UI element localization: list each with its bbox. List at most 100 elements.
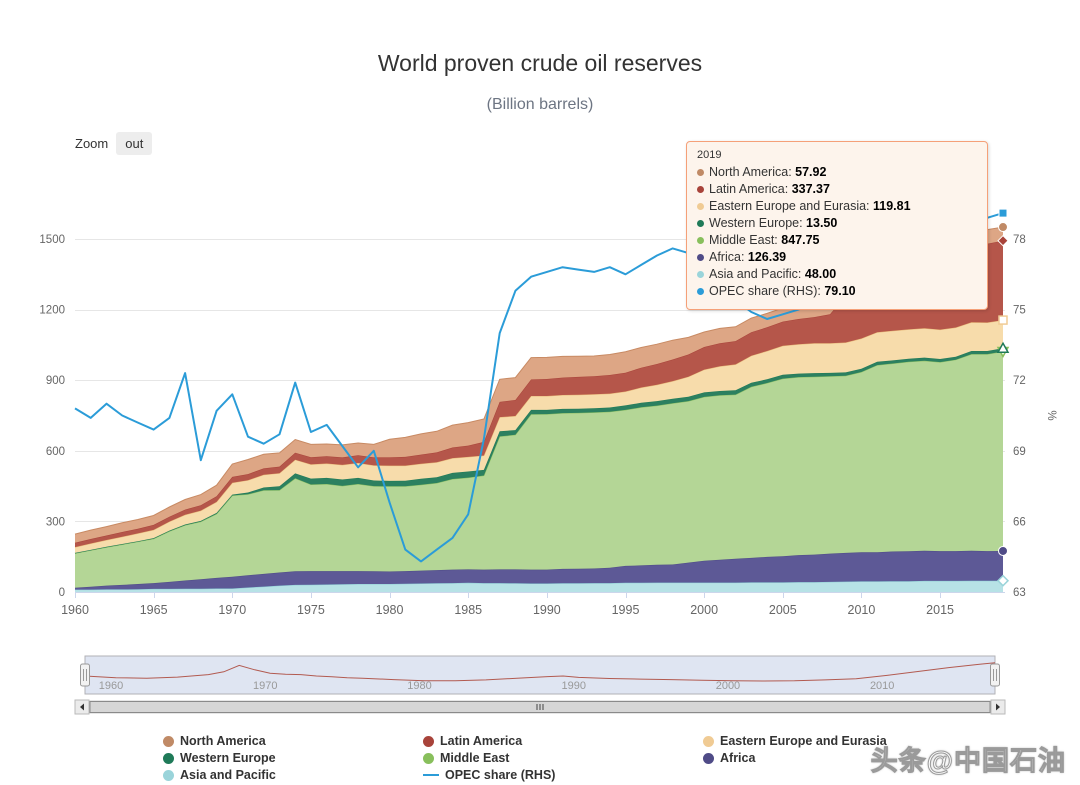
- area-latin-america[interactable]: [75, 240, 1003, 548]
- chart-subtitle: (Billion barrels): [486, 96, 594, 113]
- x-axis-label: 1960: [61, 603, 89, 617]
- tooltip-year: 2019: [697, 149, 722, 161]
- y-axis-label-left: 300: [46, 516, 65, 528]
- x-axis-label: 2005: [769, 603, 797, 617]
- legend-label: Middle East: [440, 751, 510, 765]
- area-asia-and-pacific[interactable]: [75, 580, 1003, 592]
- navigator-handle-left[interactable]: [80, 663, 90, 687]
- handle-body[interactable]: [80, 663, 90, 687]
- legend-label: Western Europe: [180, 751, 276, 765]
- marker-circle-north-america: [998, 222, 1008, 233]
- series-bullet-icon: [697, 220, 704, 227]
- series-bullet-icon: [697, 254, 704, 261]
- scrollbar-arrow-right-icon: [996, 703, 1000, 711]
- marker-diamond-latin-america: [997, 234, 1009, 247]
- chart-title: World proven crude oil reserves: [377, 50, 703, 76]
- tooltip-row-opec-share-rhs-: OPEC share (RHS): 79.10: [697, 283, 977, 300]
- series-bullet-icon: [697, 186, 704, 193]
- x-axis-label: 1990: [533, 603, 561, 617]
- navigator-handle-right[interactable]: [990, 663, 1000, 687]
- scrollbar-arrow-left-icon: [80, 703, 84, 711]
- series-bullet-icon: [697, 271, 704, 278]
- legend-item-eastern-europe-and-eurasia[interactable]: Eastern Europe and Eurasia: [703, 733, 953, 749]
- navigator-axis-label: 1980: [407, 680, 431, 692]
- tooltip-row-middle-east: Middle East: 847.75: [697, 232, 977, 249]
- chart-tooltip: 2019 North America: 57.92 Latin America: …: [686, 141, 988, 310]
- navigator-axis-label: 1970: [253, 680, 277, 692]
- legend-label: Eastern Europe and Eurasia: [720, 734, 887, 748]
- legend-item-middle-east[interactable]: Middle East: [423, 750, 703, 766]
- x-axis-label: 1965: [140, 603, 168, 617]
- tooltip-row-latin-america: Latin America: 337.37: [697, 181, 977, 198]
- x-axis-label: 1975: [297, 603, 325, 617]
- marker-square-eastern-europe-and-eurasia: [998, 315, 1008, 325]
- x-axis-label: 1995: [612, 603, 640, 617]
- handle-body[interactable]: [990, 663, 1000, 687]
- series-bullet-icon: [697, 203, 704, 210]
- navigator-axis-label: 1960: [99, 680, 123, 692]
- legend-item-opec-share-rhs-[interactable]: OPEC share (RHS): [423, 767, 703, 783]
- legend-line-marker-icon: [423, 774, 439, 776]
- scrollbar-button-right[interactable]: [990, 699, 1006, 715]
- x-axis-label: 1970: [218, 603, 246, 617]
- chart-legend: North America Latin America Eastern Europe…: [163, 733, 953, 783]
- zoom-out-button[interactable]: out: [116, 132, 153, 155]
- y-axis-label-right: 78: [1013, 234, 1026, 246]
- series-bullet-icon: [697, 288, 704, 295]
- navigator-mask[interactable]: [84, 655, 996, 695]
- tooltip-row-north-america: North America: 57.92: [697, 164, 977, 181]
- x-axis-label: 2000: [690, 603, 718, 617]
- tooltip-rows: North America: 57.92 Latin America: 337.3…: [697, 164, 977, 300]
- navigator-axis-label: 1990: [561, 680, 585, 692]
- legend-item-asia-and-pacific[interactable]: Asia and Pacific: [163, 767, 423, 783]
- area-north-america[interactable]: [75, 227, 1003, 543]
- x-axis-label: 2015: [926, 603, 954, 617]
- marker-diamond-asia-and-pacific: [996, 574, 1010, 587]
- legend-label: Asia and Pacific: [180, 768, 276, 782]
- y-axis-label-left: 1500: [39, 234, 65, 246]
- navigator-series-line: [84, 662, 996, 682]
- tooltip-row-asia-and-pacific: Asia and Pacific: 48.00: [697, 266, 977, 283]
- y-axis-label-left: 0: [59, 587, 65, 599]
- navigator-axis-label: 2010: [870, 680, 894, 692]
- legend-dot-icon: [703, 735, 714, 747]
- legend-item-north-america[interactable]: North America: [163, 733, 423, 749]
- y-axis-label-right: 75: [1013, 305, 1026, 317]
- y-axis-label-left: 1200: [39, 305, 65, 317]
- y-axis-label-right: 69: [1013, 446, 1026, 458]
- legend-dot-icon: [423, 735, 434, 747]
- y-axis-label-right: 63: [1013, 587, 1026, 599]
- marker-square-opec-share-rhs-: [998, 208, 1008, 218]
- marker-circle-africa: [998, 545, 1008, 556]
- y-axis-label-left: 600: [46, 446, 65, 458]
- legend-label: OPEC share (RHS): [445, 768, 556, 782]
- legend-item-latin-america[interactable]: Latin America: [423, 733, 703, 749]
- legend-dot-icon: [423, 752, 434, 764]
- marker-triangle-western-europe: [996, 341, 1010, 354]
- series-bullet-icon: [697, 169, 704, 176]
- legend-item-africa[interactable]: Africa: [703, 750, 953, 766]
- legend-item-western-europe[interactable]: Western Europe: [163, 750, 423, 766]
- legend-dot-icon: [163, 769, 174, 781]
- y-axis-label-right: 72: [1013, 375, 1026, 387]
- legend-dot-icon: [163, 735, 174, 747]
- legend-label: North America: [180, 734, 266, 748]
- watermark: 头条@中国石油: [870, 746, 1066, 777]
- area-eastern-europe-and-eurasia[interactable]: [75, 320, 1003, 553]
- zoom-label: Zoom: [75, 136, 109, 151]
- scrollbar-button-left[interactable]: [74, 699, 90, 715]
- x-axis-label: 2010: [848, 603, 876, 617]
- y-axis-label-left: 900: [46, 375, 65, 387]
- series-bullet-icon: [697, 237, 704, 244]
- tooltip-row-western-europe: Western Europe: 13.50: [697, 215, 977, 232]
- area-africa[interactable]: [75, 550, 1003, 590]
- legend-label: Latin America: [440, 734, 523, 748]
- x-axis-label: 1985: [454, 603, 482, 617]
- area-middle-east[interactable]: [75, 351, 1003, 588]
- tooltip-row-eastern-europe-and-eurasia: Eastern Europe and Eurasia: 119.81: [697, 198, 977, 215]
- y-axis-label-right: 66: [1013, 516, 1026, 528]
- legend-dot-icon: [703, 752, 714, 764]
- tooltip-row-africa: Africa: 126.39: [697, 249, 977, 266]
